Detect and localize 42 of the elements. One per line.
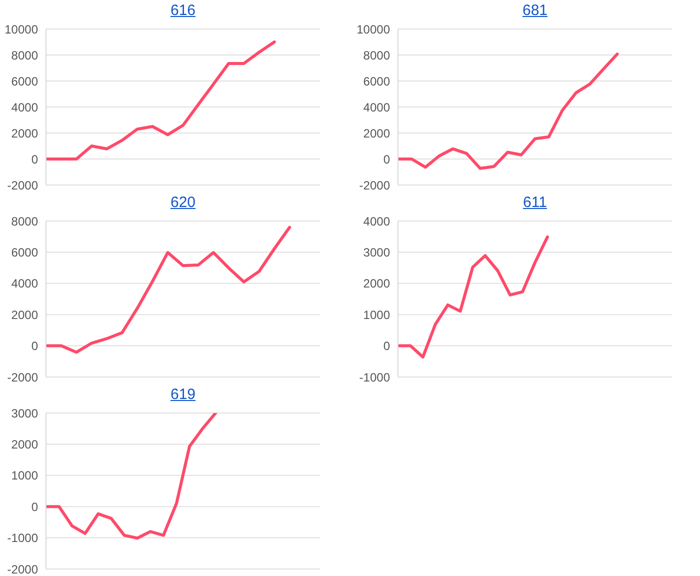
y-tick-label: -2000 <box>7 178 38 192</box>
line-series <box>46 226 292 354</box>
chart-title: 619 <box>169 386 197 403</box>
y-tick-label: 8000 <box>11 48 38 62</box>
y-tick-label: 8000 <box>11 214 38 228</box>
y-tick-label: 1000 <box>363 308 390 322</box>
chart-title: 616 <box>169 2 197 19</box>
y-tick-label: -1000 <box>359 370 390 384</box>
line-series <box>46 40 276 160</box>
y-tick-label: 2000 <box>11 126 38 140</box>
chart-title: 620 <box>169 194 197 211</box>
y-tick-label: 3000 <box>363 245 390 260</box>
y-tick-label: 6000 <box>11 74 38 88</box>
y-tick-label: 2000 <box>363 276 390 291</box>
line-series <box>398 235 549 359</box>
y-tick-label: 10000 <box>356 22 390 36</box>
y-tick-label: 3000 <box>11 406 38 420</box>
y-tick-label: -2000 <box>7 562 38 576</box>
y-tick-label: 4000 <box>11 100 38 114</box>
y-tick-label: 10000 <box>4 22 38 36</box>
y-tick-label: 2000 <box>11 308 38 322</box>
y-tick-label: 2000 <box>11 437 38 452</box>
y-tick-label: 6000 <box>363 74 390 88</box>
y-tick-label: 0 <box>31 339 38 354</box>
line-series <box>46 413 218 540</box>
y-tick-label: 4000 <box>11 276 38 291</box>
chart-title: 611 <box>522 194 548 211</box>
y-tick-label: 0 <box>31 500 38 514</box>
y-tick-label: 8000 <box>363 48 390 62</box>
y-tick-label: -2000 <box>359 178 390 192</box>
y-tick-label: -1000 <box>7 531 38 546</box>
y-tick-label: 6000 <box>11 245 38 260</box>
y-tick-label: 4000 <box>363 214 390 228</box>
y-tick-label: 4000 <box>363 100 390 114</box>
y-tick-label: 1000 <box>11 468 38 483</box>
y-tick-label: 0 <box>383 152 390 166</box>
y-tick-label: -2000 <box>7 370 38 384</box>
y-tick-label: 0 <box>31 152 38 166</box>
y-tick-label: 2000 <box>363 126 390 140</box>
line-series <box>398 52 619 170</box>
y-tick-label: 0 <box>383 339 390 354</box>
chart-title: 681 <box>521 2 549 19</box>
